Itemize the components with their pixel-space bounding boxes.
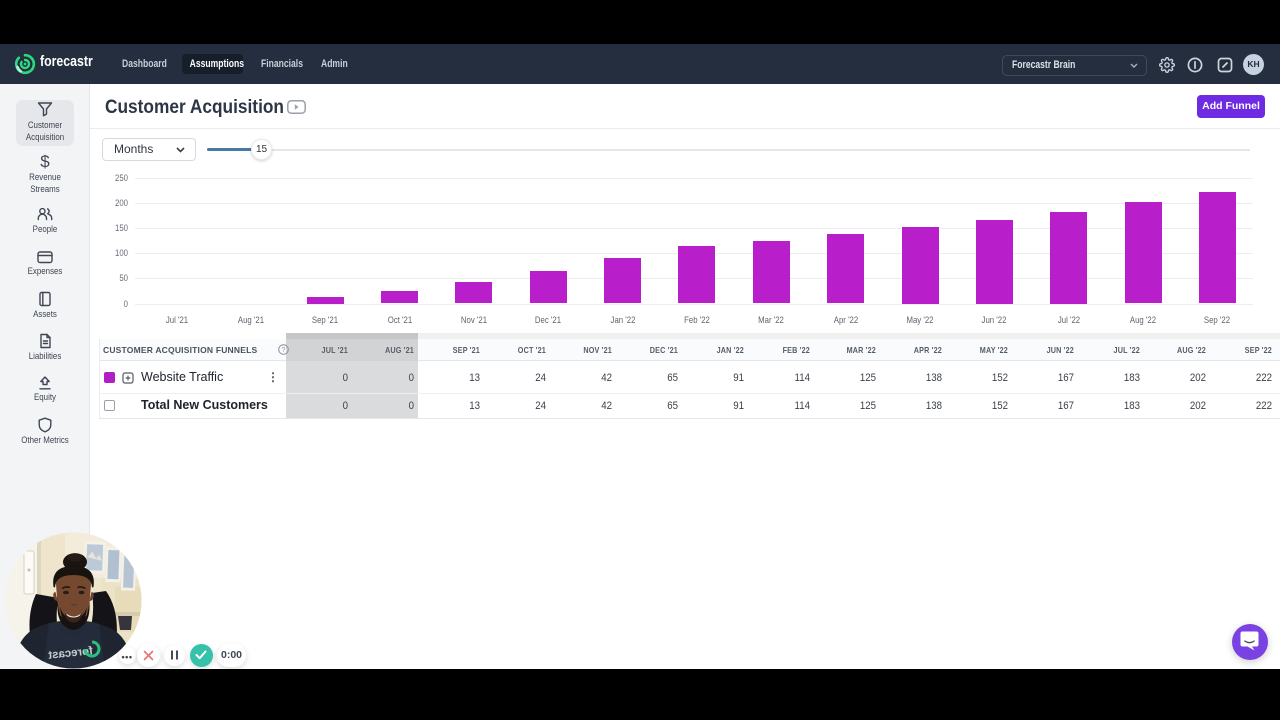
svg-text:?: ? bbox=[282, 347, 286, 354]
svg-text:forecast: forecast bbox=[48, 645, 94, 662]
